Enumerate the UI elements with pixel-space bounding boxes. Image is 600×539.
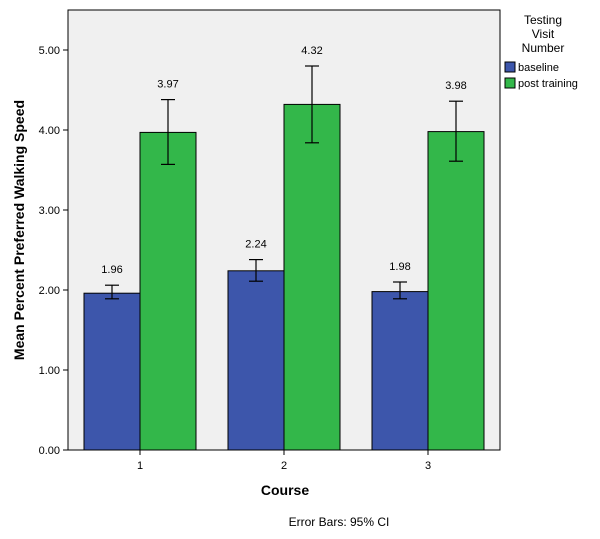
legend-title-line-3: Number <box>522 41 565 55</box>
data-label-baseline-course-3: 1.98 <box>389 261 410 273</box>
y-axis-title: Mean Percent Preferred Walking Speed <box>11 100 27 360</box>
legend-label-baseline: baseline <box>518 62 559 74</box>
y-tick-label: 3.00 <box>39 205 60 217</box>
y-tick-label: 4.00 <box>39 125 60 137</box>
data-labels: 1.96 3.97 2.24 4.32 1.98 3.98 <box>101 45 466 276</box>
bar-post-training-course-2 <box>283 103 341 451</box>
bars <box>83 103 485 451</box>
legend-swatch-post-training <box>504 77 516 89</box>
data-label-post-training-course-3: 3.98 <box>445 80 466 92</box>
x-axis: 1 2 3 <box>137 450 431 472</box>
data-label-post-training-course-1: 3.97 <box>157 79 178 91</box>
bar-baseline-course-1 <box>83 292 141 451</box>
y-tick-label: 2.00 <box>39 285 60 297</box>
y-tick-label: 0.00 <box>39 445 60 457</box>
bar-post-training-course-1 <box>139 131 197 451</box>
y-tick-label: 5.00 <box>39 45 60 57</box>
bar-baseline-course-3 <box>371 291 429 451</box>
legend-title-line-2: Visit <box>532 27 555 41</box>
y-axis: 0.00 1.00 2.00 3.00 4.00 5.00 <box>39 45 68 457</box>
x-tick-label: 3 <box>425 460 431 472</box>
x-tick-label: 1 <box>137 460 143 472</box>
legend-title-line-1: Testing <box>524 13 562 27</box>
bar-post-training-course-3 <box>427 131 485 451</box>
error-bar-footnote: Error Bars: 95% CI <box>289 515 390 529</box>
y-tick-label: 1.00 <box>39 365 60 377</box>
legend-label-post-training: post training <box>518 78 578 90</box>
data-label-baseline-course-1: 1.96 <box>101 264 122 276</box>
legend-swatch-baseline <box>504 61 516 73</box>
data-label-post-training-course-2: 4.32 <box>301 45 322 57</box>
legend: Testing Visit Number baseline post train… <box>504 13 578 90</box>
error-bars <box>105 65 463 300</box>
bar-baseline-course-2 <box>227 270 285 451</box>
x-axis-title: Course <box>261 482 309 498</box>
data-label-baseline-course-2: 2.24 <box>245 239 266 251</box>
x-tick-label: 2 <box>281 460 287 472</box>
